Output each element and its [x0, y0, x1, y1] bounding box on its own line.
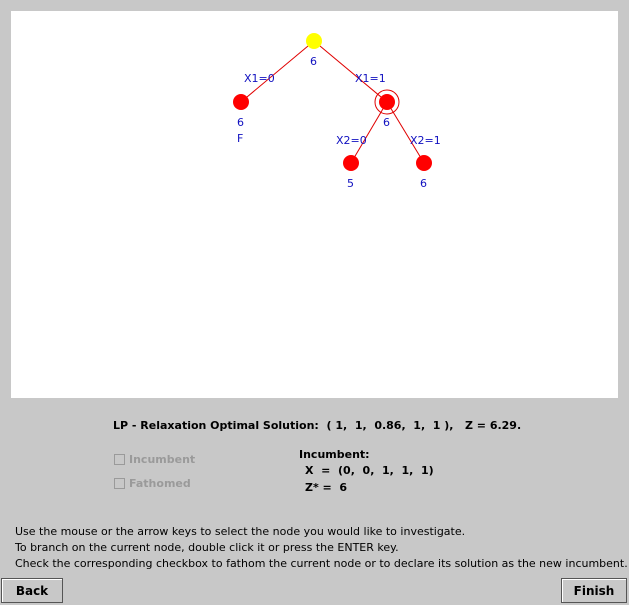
- node-fathomed-mark-x1-0: F: [237, 132, 243, 145]
- tree-node-x2-0[interactable]: [343, 155, 359, 171]
- tree-node-x1-0[interactable]: [233, 94, 249, 110]
- branch-label-x1-0: X1=0: [244, 72, 275, 85]
- branch-label-x2-0: X2=0: [336, 134, 367, 147]
- incumbent-checkbox-label: Incumbent: [129, 453, 196, 466]
- branch-label-x1-1: X1=1: [355, 72, 386, 85]
- incumbent-x-value: X = (0, 0, 1, 1, 1): [305, 464, 434, 477]
- fathomed-checkbox[interactable]: Fathomed: [114, 477, 191, 490]
- back-button[interactable]: Back: [1, 578, 63, 603]
- edge-n1-n10: [350, 101, 388, 164]
- lp-relaxation-solution: LP - Relaxation Optimal Solution: ( 1, 1…: [113, 419, 522, 432]
- node-value-x1-0: 6: [237, 116, 244, 129]
- node-value-root: 6: [310, 55, 317, 68]
- edge-root-n1: [313, 40, 388, 103]
- fathomed-checkbox-label: Fathomed: [129, 477, 191, 490]
- finish-button[interactable]: Finish: [561, 578, 627, 603]
- edge-n1-n11: [386, 101, 425, 164]
- instruction-line-1: Use the mouse or the arrow keys to selec…: [15, 525, 466, 538]
- tree-node-root[interactable]: [306, 33, 322, 49]
- instruction-line-2: To branch on the current node, double cl…: [15, 541, 399, 554]
- instruction-line-3: Check the corresponding checkbox to fath…: [15, 557, 628, 570]
- tree-node-x1-1[interactable]: [379, 94, 395, 110]
- node-value-x2-1: 6: [420, 177, 427, 190]
- incumbent-checkbox-box[interactable]: [114, 454, 125, 465]
- selected-node-ring: [374, 89, 400, 115]
- edge-root-n0: [240, 40, 315, 103]
- branch-and-bound-tree[interactable]: X1=0 X1=1 X2=0 X2=1 6 6 F 6 5 6: [11, 11, 618, 398]
- branch-and-bound-canvas[interactable]: X1=0 X1=1 X2=0 X2=1 6 6 F 6 5 6: [11, 11, 618, 398]
- incumbent-title: Incumbent:: [299, 448, 370, 461]
- fathomed-checkbox-box[interactable]: [114, 478, 125, 489]
- incumbent-z-value: Z* = 6: [305, 481, 348, 494]
- branch-label-x2-1: X2=1: [410, 134, 441, 147]
- node-value-x1-1: 6: [383, 116, 390, 129]
- incumbent-checkbox[interactable]: Incumbent: [114, 453, 195, 466]
- tree-node-x2-1[interactable]: [416, 155, 432, 171]
- node-value-x2-0: 5: [347, 177, 354, 190]
